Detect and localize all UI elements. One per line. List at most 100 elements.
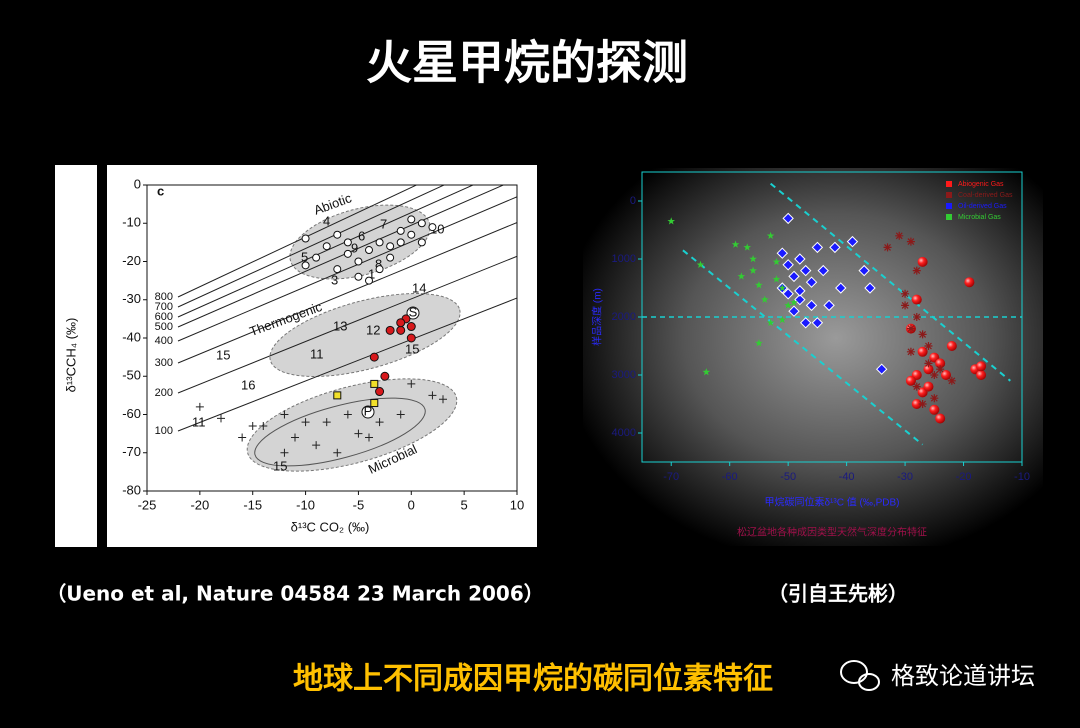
data-point — [322, 242, 331, 251]
isotherm-label: 700 — [155, 301, 173, 313]
data-point — [370, 379, 379, 388]
caption: （引自王先彬） — [768, 582, 908, 606]
data-point — [772, 275, 781, 283]
data-point — [976, 370, 987, 380]
data-point — [365, 276, 373, 285]
sample-label: 15 — [405, 341, 419, 356]
sample-label: 4 — [323, 213, 330, 228]
y-tick-label: -50 — [122, 368, 141, 383]
x-tick-label: 5 — [461, 497, 468, 512]
data-point — [947, 376, 956, 385]
data-point — [930, 371, 939, 379]
data-point — [924, 359, 933, 368]
sample-label: 5 — [301, 249, 308, 264]
sample-label: 15 — [216, 347, 230, 362]
data-point — [749, 255, 757, 263]
y-tick-label: -10 — [122, 215, 141, 230]
data-point — [917, 256, 928, 267]
data-point — [375, 387, 385, 397]
data-point — [799, 264, 812, 277]
data-point — [784, 301, 792, 309]
sample-label: 11 — [310, 346, 324, 361]
data-point — [912, 266, 921, 275]
x-tick-label: -5 — [353, 497, 365, 512]
data-point — [301, 418, 310, 427]
data-point — [766, 318, 775, 327]
data-point — [301, 261, 310, 270]
sample-label: 1 — [368, 266, 375, 281]
sample-label: 7 — [380, 216, 387, 231]
data-point — [238, 433, 247, 442]
sample-label: 12 — [366, 322, 380, 337]
data-point — [906, 347, 915, 356]
panel-label: c — [157, 183, 164, 198]
data-point — [333, 265, 342, 274]
data-point — [343, 410, 352, 419]
isotherm-label: 600 — [155, 311, 173, 323]
isotherm — [177, 185, 505, 328]
data-point — [396, 325, 406, 335]
data-point — [858, 264, 870, 277]
y-axis-label: 样品深度 (m) — [591, 288, 604, 346]
data-point — [365, 246, 373, 255]
isotherm-label: 300 — [155, 357, 173, 369]
data-point — [731, 240, 740, 248]
data-point — [755, 281, 763, 289]
data-point — [790, 298, 798, 306]
guide-line — [769, 182, 1011, 382]
data-point — [946, 341, 957, 351]
isotherm — [177, 185, 446, 308]
data-point — [782, 212, 794, 225]
data-point — [702, 368, 711, 376]
data-point — [817, 264, 829, 277]
y-tick-label: 0 — [630, 195, 636, 207]
isotherm-label: 400 — [155, 335, 173, 347]
data-point — [755, 339, 763, 347]
data-point — [217, 414, 225, 423]
data-point — [406, 322, 416, 332]
data-point — [823, 299, 835, 312]
sample-label: 15 — [273, 458, 287, 473]
data-point — [333, 230, 342, 239]
sample-ring — [361, 405, 375, 419]
sample-label: 14 — [412, 280, 426, 295]
isotherm-label: 500 — [155, 321, 173, 333]
data-point — [396, 318, 406, 328]
data-point — [924, 342, 933, 350]
x-axis-label: 甲烷碳同位素δ¹³C 值 (‰,PDB) — [764, 496, 899, 509]
y-tick-label: -20 — [122, 253, 141, 268]
data-point — [929, 404, 940, 415]
x-tick-label: 0 — [408, 497, 415, 512]
y-tick-label: -40 — [122, 329, 141, 344]
data-point — [322, 418, 331, 427]
data-point — [936, 365, 945, 374]
data-point — [846, 235, 859, 248]
data-point — [905, 375, 916, 386]
data-point — [375, 238, 384, 247]
data-point — [375, 418, 384, 427]
data-point — [883, 243, 892, 252]
guide-line — [682, 249, 924, 446]
data-point — [829, 241, 841, 254]
data-point — [906, 324, 915, 333]
isotherm — [177, 255, 517, 394]
data-point — [396, 226, 405, 235]
data-point — [280, 410, 289, 419]
data-point — [312, 253, 321, 262]
data-point — [901, 301, 910, 310]
data-point — [811, 241, 824, 254]
slide-title: 火星甲烷的探测 — [366, 36, 688, 90]
x-tick-label: -10 — [296, 497, 315, 512]
data-point — [835, 282, 847, 294]
caption: （Ueno et al, Nature 04584 23 March 2006） — [46, 582, 544, 606]
data-point — [369, 352, 379, 362]
data-point — [354, 272, 363, 281]
x-tick-label: -20 — [956, 471, 972, 483]
data-point — [386, 242, 395, 251]
legend-label: Coal-derived Gas — [958, 192, 1013, 199]
data-point — [370, 399, 379, 408]
data-point — [333, 448, 342, 457]
x-tick-label: 10 — [510, 497, 524, 512]
y-tick-label: 0 — [134, 176, 141, 191]
data-point — [805, 276, 818, 288]
